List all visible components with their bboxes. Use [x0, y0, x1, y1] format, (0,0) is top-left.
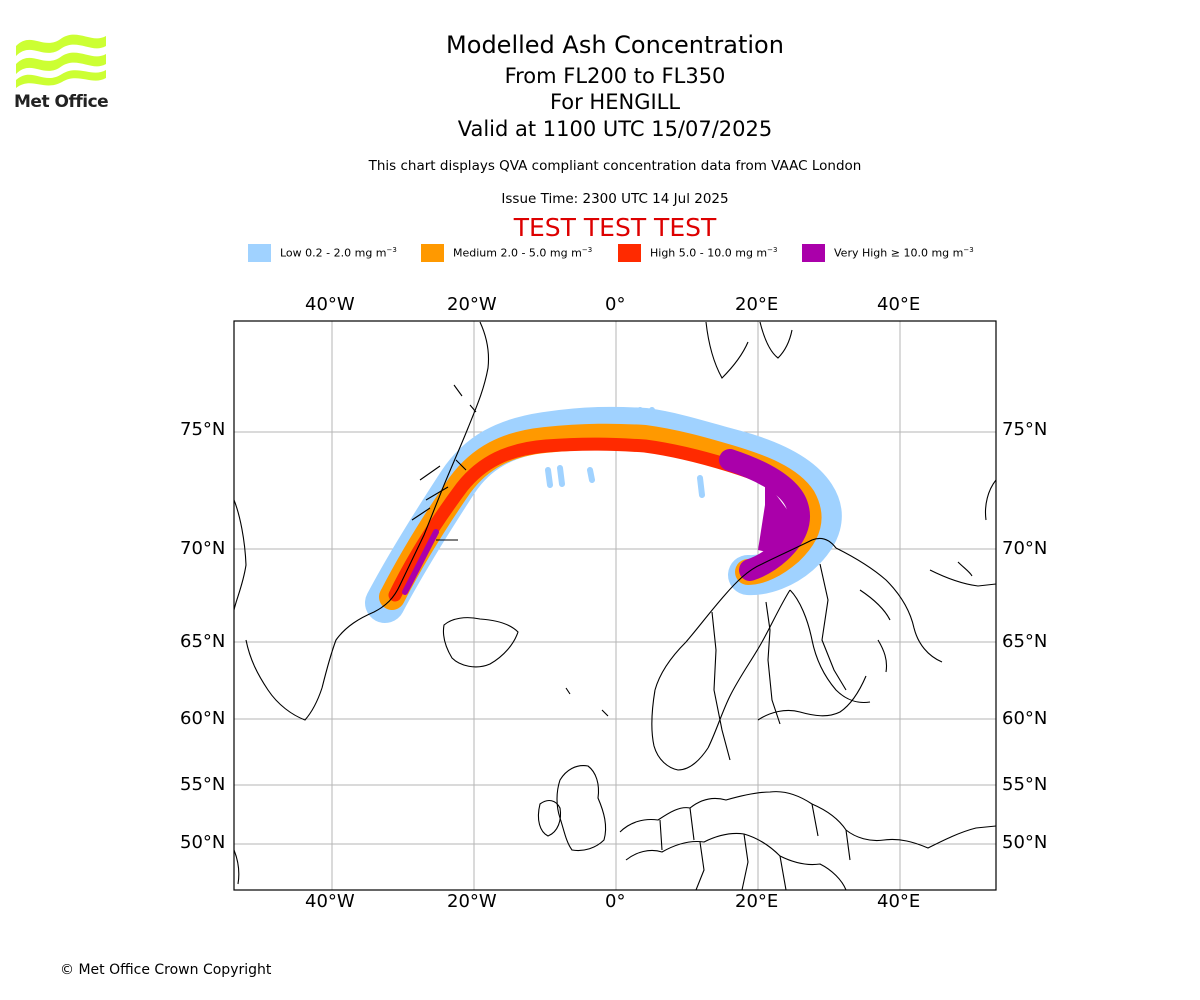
lat-label-left: 55°N	[180, 774, 226, 795]
test-banner: TEST TEST TEST	[513, 213, 717, 242]
coastlines	[234, 321, 996, 890]
logo-text: Met Office	[14, 92, 109, 112]
lon-label-bottom: 20°W	[447, 891, 497, 912]
ash-very-high	[719, 449, 810, 581]
legend-swatch	[802, 244, 825, 262]
legend-item-low: Low 0.2 - 2.0 mg m−3	[248, 244, 397, 262]
flight-levels: From FL200 to FL350	[504, 64, 726, 88]
lon-label-top: 40°E	[877, 294, 921, 315]
ash-cloud	[365, 406, 842, 623]
lat-label-left: 60°N	[180, 708, 226, 729]
lon-label-bottom: 40°W	[305, 891, 355, 912]
lon-label-top: 20°W	[447, 294, 497, 315]
lat-label-left: 65°N	[180, 631, 226, 652]
met-office-logo: Met Office	[14, 30, 110, 114]
legend-label: Low 0.2 - 2.0 mg m−3	[280, 246, 397, 260]
legend-label: High 5.0 - 10.0 mg m−3	[650, 246, 778, 260]
legend-item-high: High 5.0 - 10.0 mg m−3	[618, 244, 777, 262]
lat-label-left: 70°N	[180, 538, 226, 559]
lat-label-right: 65°N	[1002, 631, 1048, 652]
lat-label-right: 55°N	[1002, 774, 1048, 795]
issue-time: Issue Time: 2300 UTC 14 Jul 2025	[501, 191, 729, 207]
lat-label-left: 75°N	[180, 419, 226, 440]
legend-swatch	[421, 244, 444, 262]
graticule	[234, 321, 996, 890]
legend-swatch	[248, 244, 271, 262]
volcano-name: For HENGILL	[549, 90, 681, 114]
chart-title: Modelled Ash Concentration	[446, 31, 784, 59]
legend-item-medium: Medium 2.0 - 5.0 mg m−3	[421, 244, 592, 262]
lat-label-left: 50°N	[180, 832, 226, 853]
lat-label-right: 60°N	[1002, 708, 1048, 729]
lon-label-top: 0°	[605, 294, 626, 315]
lon-label-top: 40°W	[305, 294, 355, 315]
compliance-note: This chart displays QVA compliant concen…	[368, 158, 862, 174]
lon-label-top: 20°E	[735, 294, 779, 315]
lat-label-right: 70°N	[1002, 538, 1048, 559]
wave-logo-icon	[16, 34, 106, 88]
lon-label-bottom: 20°E	[735, 891, 779, 912]
lon-label-bottom: 40°E	[877, 891, 921, 912]
lat-label-right: 50°N	[1002, 832, 1048, 853]
legend-label: Medium 2.0 - 5.0 mg m−3	[453, 246, 593, 260]
map-frame	[233, 320, 997, 891]
lon-label-bottom: 0°	[605, 891, 626, 912]
valid-time: Valid at 1100 UTC 15/07/2025	[457, 117, 773, 141]
copyright: © Met Office Crown Copyright	[60, 962, 272, 978]
legend-label: Very High ≥ 10.0 mg m−3	[834, 246, 974, 260]
legend-swatch	[618, 244, 641, 262]
lat-label-right: 75°N	[1002, 419, 1048, 440]
legend-item-very-high: Very High ≥ 10.0 mg m−3	[802, 244, 974, 262]
